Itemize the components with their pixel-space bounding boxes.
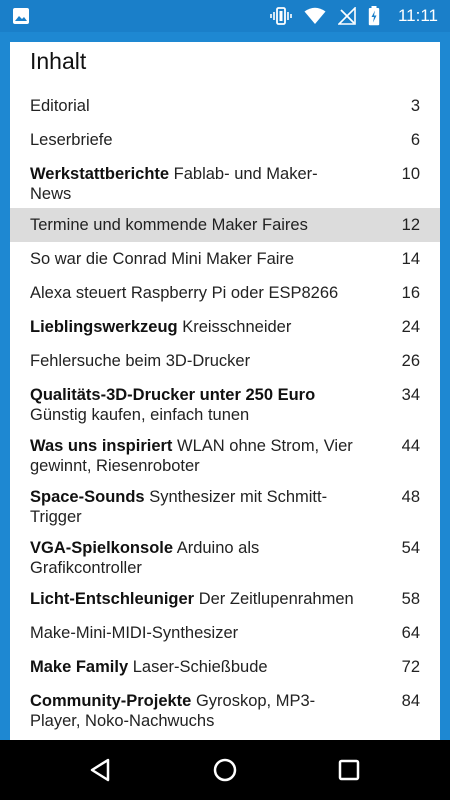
home-button[interactable] — [210, 755, 240, 785]
toc-entry[interactable]: Was uns inspiriert WLAN ohne Strom, Vier… — [10, 429, 440, 480]
toc-entry-title: Was uns inspiriert WLAN ohne Strom, Vier… — [30, 433, 380, 476]
toc-entry-heading: VGA-Spielkonsole — [30, 539, 174, 557]
toc-page-number: 14 — [401, 250, 420, 268]
toc-page-number: 3 — [410, 97, 420, 115]
toc-page-number: 16 — [401, 284, 420, 302]
toc-page-number: 54 — [401, 539, 420, 557]
gallery-icon — [13, 8, 29, 24]
toc-entry-title: Make-Mini-MIDI-Synthesizer — [30, 620, 380, 643]
toc-entry-heading: Werkstattberichte — [30, 165, 170, 183]
toc-entry-heading: Licht-Entschleuniger — [30, 590, 195, 608]
toc-entry[interactable]: So war die Conrad Mini Maker Faire 14 — [10, 242, 440, 276]
toc-entry-heading: Qualitäts-3D-Drucker unter 250 Euro — [30, 386, 316, 404]
toc-page-number: 72 — [401, 658, 420, 676]
toc-entry-heading: Lieblingswerkzeug — [30, 318, 178, 336]
navigation-bar — [0, 740, 450, 800]
toc-entry-heading: Was uns inspiriert — [30, 437, 173, 455]
toc-entry-subtitle: So war die Conrad Mini Maker Faire — [30, 250, 295, 268]
toc-entry-title: Termine und kommende Maker Faires — [30, 212, 380, 235]
toc-page-number: 58 — [401, 590, 420, 608]
toc-entry-heading: Make Family — [30, 658, 129, 676]
toc-entry-subtitle: Günstig kaufen, einfach tunen — [30, 406, 250, 424]
vibrate-icon — [270, 7, 292, 25]
toc-entry-heading: Space-Sounds — [30, 488, 145, 506]
toc-entry[interactable]: Space-Sounds Synthesizer mit Schmitt-Tri… — [10, 480, 440, 531]
table-of-contents: Editorial 3 Leserbriefe 6 Werkstattberichte … — [10, 89, 440, 740]
toc-entry[interactable]: Make Family Laser-Schießbude 72 — [10, 650, 440, 684]
content-panel: Inhalt Editorial 3 Leserbriefe 6 Werkstattbe… — [10, 42, 440, 740]
toc-entry-subtitle: Synthesizer mit Schmitt-Trigger — [30, 488, 328, 526]
toc-page-number: 26 — [401, 352, 420, 370]
toc-entry-subtitle: Fehlersuche beim 3D-Drucker — [30, 352, 251, 370]
toc-entry[interactable]: Fehlersuche beim 3D-Drucker 26 — [10, 344, 440, 378]
no-signal-icon — [337, 7, 356, 25]
toc-entry[interactable]: Qualitäts-3D-Drucker unter 250 Euro Güns… — [10, 378, 440, 429]
toc-page-number: 10 — [401, 165, 420, 183]
toc-entry-title: Werkstattberichte Fablab- und Maker-News — [30, 161, 380, 204]
toc-entry-subtitle: WLAN ohne Strom, Vier gewinnt, Riesenrob… — [30, 437, 353, 475]
toc-page-number: 84 — [401, 692, 420, 710]
toc-entry-subtitle: Arduino als Grafikcontroller — [30, 539, 260, 577]
toc-page-number: 48 — [401, 488, 420, 506]
clock: 11:11 — [397, 6, 438, 25]
toc-page-number: 6 — [410, 131, 420, 149]
toc-entry[interactable]: Licht-Entschleuniger Der Zeitlupenrahmen… — [10, 582, 440, 616]
toc-page-number: 34 — [401, 386, 420, 404]
toc-entry[interactable]: Make-Mini-MIDI-Synthesizer 64 — [10, 616, 440, 650]
toc-entry[interactable]: Alexa steuert Raspberry Pi oder ESP8266 1… — [10, 276, 440, 310]
toc-entry[interactable]: Leserbriefe 6 — [10, 123, 440, 157]
toc-entry-title: Leserbriefe — [30, 127, 380, 150]
toc-entry-title: Lieblingswerkzeug Kreisschneider — [30, 314, 380, 337]
toc-page-number: 12 — [401, 216, 420, 234]
toc-entry-subtitle: Alexa steuert Raspberry Pi oder ESP8266 — [30, 284, 339, 302]
recent-apps-button[interactable] — [334, 755, 364, 785]
toc-page-number: 24 — [401, 318, 420, 336]
app-bar — [0, 32, 450, 42]
toc-entry[interactable]: Community-Projekte Gyroskop, MP3-Player,… — [10, 684, 440, 735]
back-button[interactable] — [86, 755, 116, 785]
toc-entry[interactable]: VGA-Spielkonsole Arduino als Grafikcontr… — [10, 531, 440, 582]
toc-entry-title: Make Family Laser-Schießbude — [30, 654, 380, 677]
toc-entry-subtitle: Kreisschneider — [177, 318, 292, 336]
toc-entry[interactable]: Editorial 3 — [10, 89, 440, 123]
toc-entry-subtitle: Der Zeitlupenrahmen — [194, 590, 354, 608]
wifi-icon — [304, 7, 326, 24]
toc-page-number: 64 — [401, 624, 420, 642]
toc-entry-title: Editorial — [30, 93, 380, 116]
toc-entry-subtitle: Make-Mini-MIDI-Synthesizer — [30, 624, 239, 642]
toc-entry-title: So war die Conrad Mini Maker Faire — [30, 246, 380, 269]
toc-entry[interactable]: Termine und kommende Maker Faires 12 — [10, 208, 440, 242]
toc-entry-subtitle: Laser-Schießbude — [128, 658, 268, 676]
toc-entry-title: Alexa steuert Raspberry Pi oder ESP8266 — [30, 280, 380, 303]
toc-page-number: 44 — [401, 437, 420, 455]
battery-charging-icon — [368, 6, 380, 26]
toc-entry-subtitle: Termine und kommende Maker Faires — [30, 216, 308, 234]
toc-entry-title: Licht-Entschleuniger Der Zeitlupenrahmen — [30, 586, 380, 609]
toc-entry-subtitle: Fablab- und Maker-News — [30, 165, 318, 203]
toc-entry[interactable]: Lieblingswerkzeug Kreisschneider 24 — [10, 310, 440, 344]
toc-entry-title: Qualitäts-3D-Drucker unter 250 Euro Güns… — [30, 382, 380, 425]
toc-entry-title: Community-Projekte Gyroskop, MP3-Player,… — [30, 688, 380, 731]
toc-entry[interactable]: Werkstattberichte Fablab- und Maker-News… — [10, 157, 440, 208]
toc-entry-subtitle: Leserbriefe — [30, 131, 113, 149]
toc-entry-subtitle: Editorial — [30, 97, 90, 115]
toc-entry-title: VGA-Spielkonsole Arduino als Grafikcontr… — [30, 535, 380, 578]
page-title: Inhalt — [30, 48, 87, 74]
toc-entry-heading: Community-Projekte — [30, 692, 192, 710]
toc-entry-title: Space-Sounds Synthesizer mit Schmitt-Tri… — [30, 484, 380, 527]
toc-entry-title: Fehlersuche beim 3D-Drucker — [30, 348, 380, 371]
status-bar: 11:11 — [0, 0, 450, 32]
toc-entry-subtitle: Gyroskop, MP3-Player, Noko-Nachwuchs — [30, 692, 316, 730]
